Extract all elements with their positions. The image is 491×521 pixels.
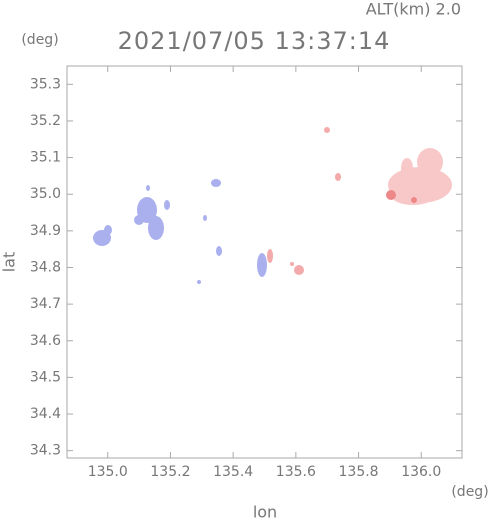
x-tick-label: 135.4 [213, 464, 253, 480]
x-tick-label: 135.8 [339, 464, 379, 480]
y-tick-label: 34.8 [30, 259, 61, 275]
y-tick-label: 34.5 [30, 369, 61, 385]
y-tick-label: 34.6 [30, 333, 61, 349]
y-axis-label: lat [0, 252, 19, 273]
y-tick-label: 34.7 [30, 296, 61, 312]
y-tick-label: 35.2 [30, 113, 61, 129]
echo-blobs [93, 127, 452, 284]
x-unit: (deg) [451, 484, 488, 500]
y-unit: (deg) [21, 32, 58, 48]
y-tick-label: 34.9 [30, 223, 61, 239]
x-tick-label: 135.0 [88, 464, 128, 480]
altitude-label: ALT(km) 2.0 [366, 0, 461, 19]
chart-title: 2021/07/05 13:37:14 [118, 27, 391, 55]
y-tick-label: 35.0 [30, 186, 61, 202]
x-tick-label: 135.2 [150, 464, 190, 480]
x-tick-label: 136.0 [401, 464, 441, 480]
y-tick-label: 35.1 [30, 150, 61, 166]
plot-frame [66, 65, 463, 459]
x-tick-label: 135.6 [276, 464, 316, 480]
y-tick-label: 34.4 [30, 406, 61, 422]
y-tick-label: 35.3 [30, 76, 61, 92]
x-axis-label: lon [253, 503, 277, 521]
y-tick-label: 34.3 [30, 443, 61, 459]
